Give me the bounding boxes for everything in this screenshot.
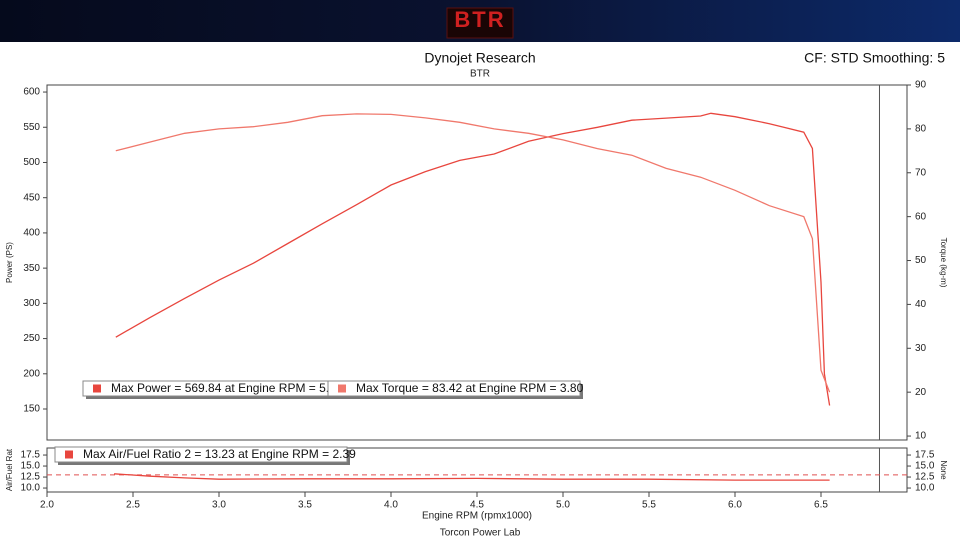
y2-tick-label: 80 [915,124,927,135]
annotation-swatch [65,450,73,459]
y-tick-label: 300 [23,298,40,309]
y2-tick-label: 17.5 [915,450,935,461]
x-tick-label: 2.0 [40,500,54,511]
y-tick-label: 550 [23,122,40,133]
x-tick-label: 5.0 [556,500,570,511]
y2-tick-label: 30 [915,343,927,354]
y-axis-label: Power (PS) [5,242,14,283]
y2-tick-label: 10 [915,431,927,442]
x-tick-label: 4.0 [384,500,398,511]
y2-tick-label: 90 [915,80,927,91]
x-tick-label: 6.0 [728,500,742,511]
annotation-box [327,380,581,397]
annotation-swatch [338,384,346,393]
y-tick-label: 150 [23,404,40,415]
y2-tick-label: 70 [915,167,927,178]
y-tick-label: 500 [23,157,40,168]
y2-tick-label: 15.0 [915,461,935,472]
y-tick-label: 350 [23,263,40,274]
subtitle: BTR [470,69,490,80]
x-tick-label: 6.5 [814,500,828,511]
x-tick-label: 4.5 [470,500,484,511]
y2-tick-label: 12.5 [915,472,935,483]
y2-axis-label: Torque (kg-m) [939,238,948,288]
y-tick-label: 200 [23,368,40,379]
y2-tick-label: 50 [915,255,927,266]
annotation: Max Torque = 83.42 at Engine RPM = 3.80 [356,381,584,395]
x-tick-label: 3.5 [298,500,312,511]
y2-tick-label: 10.0 [915,483,935,494]
footer: Torcon Power Lab [440,528,521,539]
y-tick-label: 10.0 [21,483,41,494]
y2-axis-label: None [939,460,948,480]
y2-tick-label: 60 [915,211,927,222]
logo: BTR [454,7,505,32]
annotation: Max Power = 569.84 at Engine RPM = 5.86 [111,381,343,395]
y-tick-label: 450 [23,192,40,203]
settings: CF: STD Smoothing: 5 [804,50,945,66]
y-axis-label: Air/Fuel Rat [5,448,14,491]
y-tick-label: 15.0 [21,461,41,472]
y2-tick-label: 40 [915,299,927,310]
x-tick-label: 2.5 [126,500,140,511]
y-tick-label: 600 [23,87,40,98]
annotation-swatch [93,384,101,393]
x-tick-label: 3.0 [212,500,226,511]
x-axis-label: Engine RPM (rpmx1000) [422,511,532,522]
y-tick-label: 250 [23,333,40,344]
annotation: Max Air/Fuel Ratio 2 = 13.23 at Engine R… [83,447,356,461]
y-tick-label: 12.5 [21,472,41,483]
series-line [114,473,830,481]
plot-frame [46,84,908,441]
y-tick-label: 17.5 [21,450,41,461]
series-line [115,113,831,393]
logo-box [446,7,514,39]
series-line [115,112,831,406]
annotation-box [54,446,348,463]
y2-tick-label: 20 [915,387,927,398]
title: Dynojet Research [424,50,535,66]
y-tick-label: 400 [23,228,40,239]
x-tick-label: 5.5 [642,500,656,511]
